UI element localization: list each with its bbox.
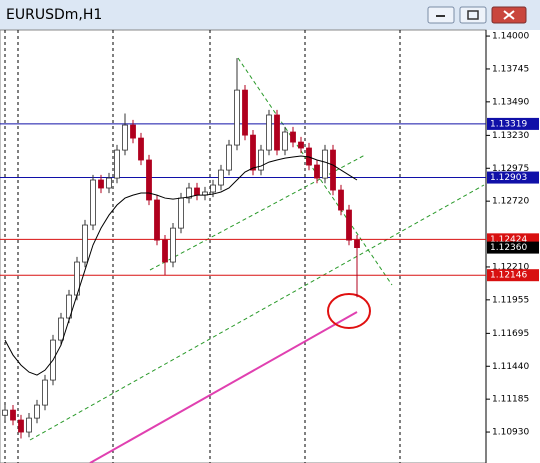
trend-line-pink	[89, 311, 358, 463]
y-tick-label: 1.11955	[492, 295, 529, 305]
price-label-box	[487, 171, 539, 184]
close-icon	[503, 10, 515, 20]
candle-body	[226, 144, 232, 171]
candle-body	[106, 177, 112, 189]
y-tick-label: 1.11440	[492, 362, 529, 372]
y-tick-label: 1.11185	[492, 395, 529, 405]
candle-body	[282, 131, 288, 151]
candle-body	[146, 159, 152, 201]
candle-body	[218, 169, 224, 186]
trend-channel	[29, 57, 485, 441]
candle-body	[210, 184, 216, 193]
candle-body	[122, 124, 128, 151]
candle-body	[234, 89, 240, 146]
candle-body	[18, 419, 24, 433]
trend-line	[29, 184, 485, 441]
maximize-icon	[467, 10, 479, 20]
candle-body	[338, 189, 344, 211]
y-tick-label: 1.13230	[492, 131, 529, 141]
candle-body	[290, 131, 296, 143]
candle-body	[274, 114, 280, 151]
candle-body	[322, 149, 328, 179]
candle-body	[258, 149, 264, 171]
y-tick-label: 1.12975	[492, 164, 529, 174]
price-label-box	[487, 269, 539, 282]
moving-average	[4, 155, 358, 376]
chart-title: EURUSDm,H1	[6, 7, 102, 23]
candle-body	[314, 164, 320, 179]
y-tick-label: 1.11695	[492, 329, 529, 339]
candle-body	[154, 199, 160, 241]
candle-body	[242, 89, 248, 136]
price-label: 1.12424	[490, 235, 527, 245]
y-tick-label: 1.14000	[492, 32, 529, 42]
period-separators	[4, 30, 401, 463]
y-tick-label: 1.10930	[492, 428, 529, 438]
candle-body	[66, 294, 72, 319]
candle-body	[250, 134, 256, 171]
candle-body	[10, 409, 16, 421]
minimize-icon	[436, 15, 445, 17]
y-tick-label: 1.13490	[492, 97, 529, 107]
price-label: 1.12360	[490, 243, 527, 253]
y-tick-label: 1.13745	[492, 64, 529, 74]
y-tick-label: 1.12210	[492, 262, 529, 272]
candle-body	[354, 239, 360, 248]
candle-body	[130, 124, 136, 139]
candle-body	[162, 239, 168, 263]
candle-body	[194, 187, 200, 196]
candle-body	[90, 179, 96, 226]
candle-body	[266, 114, 272, 151]
candle-body	[82, 224, 88, 263]
candle-body	[178, 197, 184, 229]
price-label-box	[487, 117, 539, 130]
candle-body	[186, 187, 192, 199]
price-label: 1.12146	[490, 271, 527, 281]
candle-body	[26, 417, 32, 433]
candle-body	[298, 141, 304, 149]
highlight-circle	[327, 293, 371, 329]
window-buttons	[427, 6, 527, 24]
price-label-box	[487, 241, 539, 254]
candle-body	[58, 317, 64, 341]
candle-body	[138, 137, 144, 161]
trend-line	[237, 57, 393, 286]
price-label: 1.13319	[490, 119, 527, 129]
candle-body	[330, 149, 336, 191]
price-label: 1.12903	[490, 173, 527, 183]
candle-body	[98, 179, 104, 189]
maximize-button[interactable]	[459, 6, 487, 24]
candle-body	[2, 409, 8, 416]
candle-body	[170, 227, 176, 263]
candle-body	[114, 149, 120, 179]
candle-body	[42, 379, 48, 406]
candle-body	[346, 209, 352, 241]
y-tick-label: 1.12720	[492, 197, 529, 207]
trend-line	[149, 154, 366, 271]
candle-body	[34, 404, 40, 419]
